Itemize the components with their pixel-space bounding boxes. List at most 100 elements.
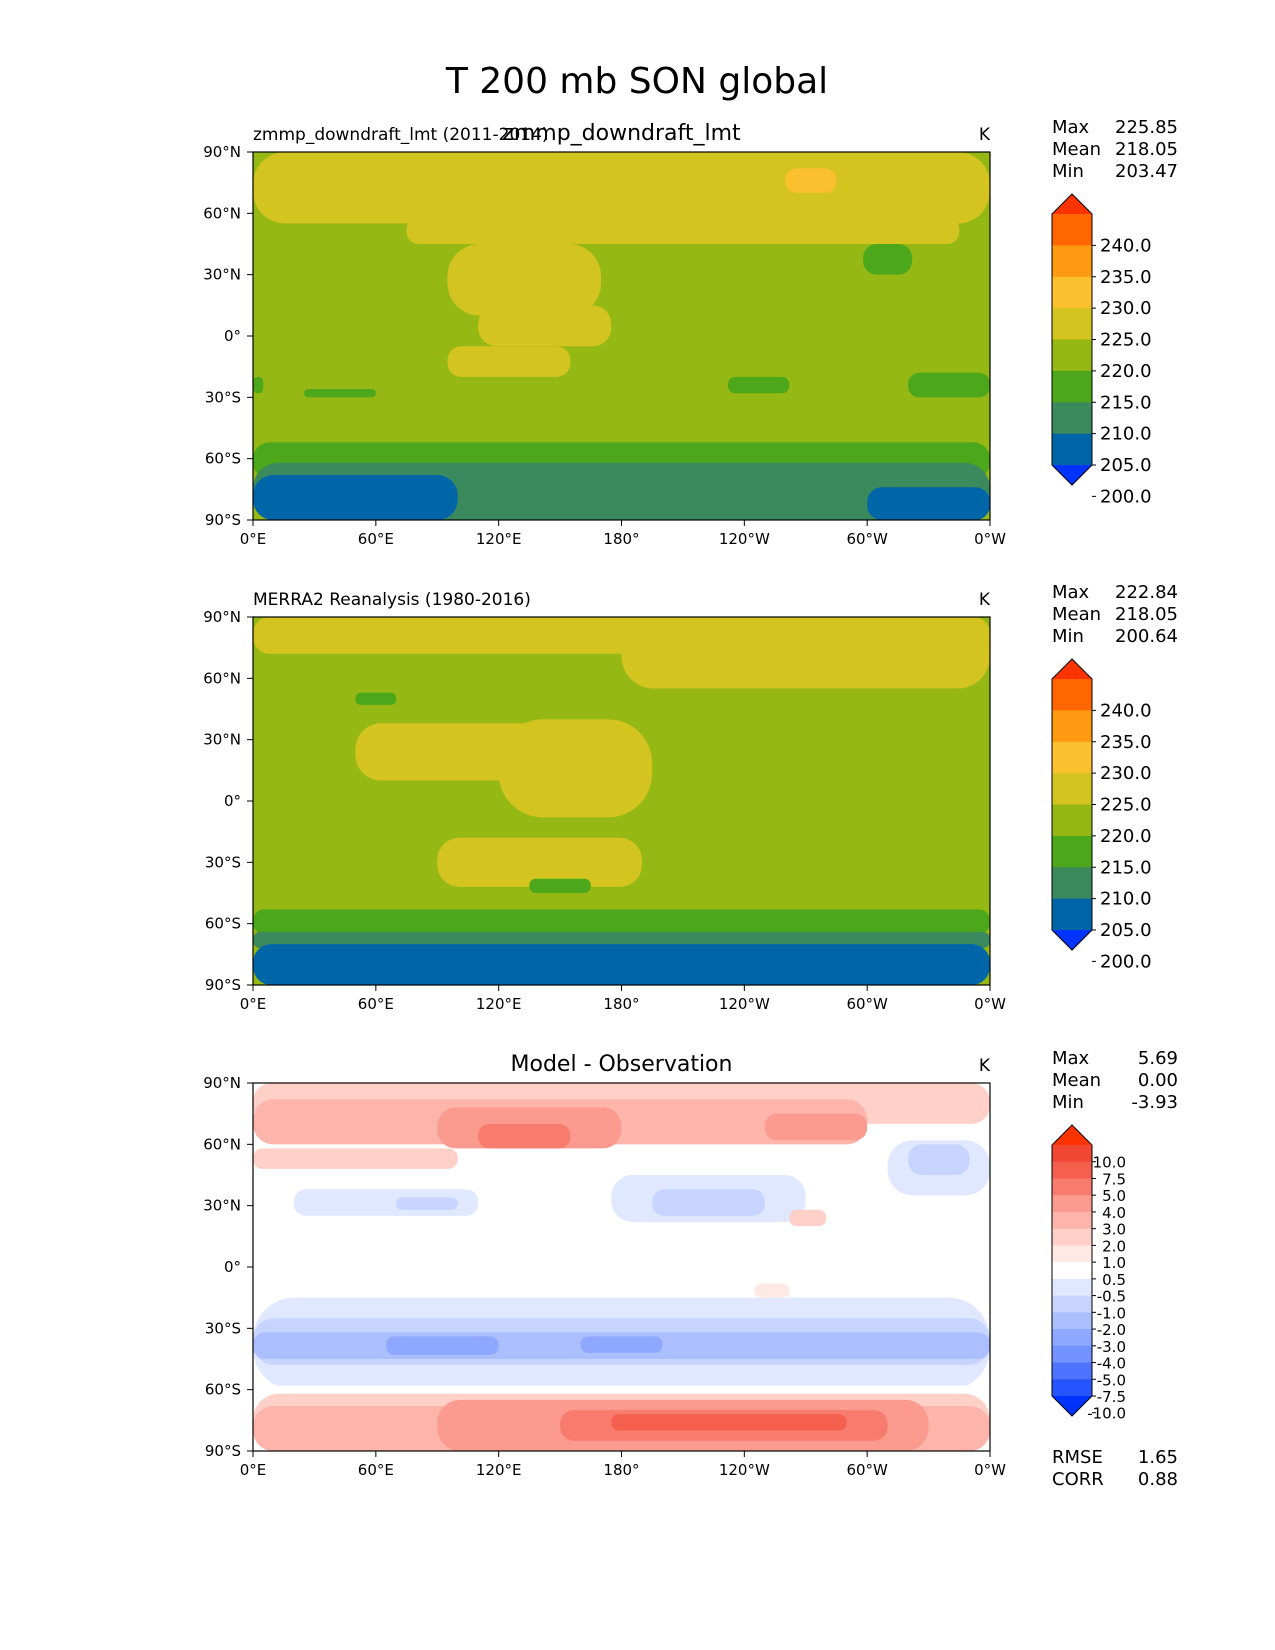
colorbar-tick-label: 3.0: [1102, 1221, 1126, 1239]
colorbar-extend-max: [1052, 1125, 1092, 1145]
x-tick-label: 60°W: [846, 995, 888, 1013]
colorbar-band: [1052, 1161, 1092, 1179]
field-region: [498, 719, 653, 818]
colorbar-tick-label: 240.0: [1100, 235, 1152, 256]
field-region: [406, 217, 960, 244]
colorbar-tick-label: -7.5: [1097, 1388, 1126, 1406]
field-region: [253, 152, 990, 224]
colorbar-tick-label: 225.0: [1100, 795, 1152, 816]
colorbar-tick-label: 205.0: [1100, 920, 1152, 941]
metric-value: 0.88: [1138, 1469, 1178, 1490]
y-tick-label: 60°S: [205, 915, 241, 933]
field-region: [764, 1113, 868, 1141]
colorbar-band: [1052, 339, 1092, 372]
y-tick-label: 90°S: [205, 511, 241, 529]
panel-observation: 0°E 60°E 120°E 180° 120°W 60°W 0°W 90°N 60°N 30°N…: [203, 582, 1178, 1013]
panel-difference: 0°E 60°E 120°E 180° 120°W 60°W 0°W 90°N 60°N 30°N…: [203, 1048, 1178, 1490]
field-region: [253, 1148, 458, 1169]
field-region: [580, 1336, 663, 1353]
stat-label: Min: [1052, 161, 1084, 182]
colorbar-tick-label: 220.0: [1100, 361, 1152, 382]
field-region: [727, 376, 790, 394]
figure-title: T 200 mb SON global: [445, 61, 828, 102]
y-tick-label: 90°S: [205, 1442, 241, 1460]
colorbar-band: [1052, 1195, 1092, 1213]
y-tick-label: 30°N: [203, 731, 241, 749]
x-tick-label: 60°W: [846, 1461, 888, 1479]
colorbar-band: [1052, 867, 1092, 900]
colorbar-tick-label: -4.0: [1097, 1355, 1126, 1373]
stat-label: Max: [1052, 1048, 1090, 1069]
x-tick-label: 60°E: [358, 530, 394, 548]
x-tick-label: 120°E: [476, 995, 522, 1013]
field-region: [908, 1144, 970, 1175]
colorbar-tick-label: -2.0: [1097, 1321, 1126, 1339]
y-tick-label: 60°N: [203, 669, 241, 687]
units-label: K: [979, 1056, 991, 1076]
x-tick-label: 0°W: [974, 1461, 1006, 1479]
x-tick-label: 180°: [603, 530, 639, 548]
map-field: [253, 1083, 990, 1451]
stat-label: Mean: [1052, 604, 1101, 625]
field-region: [253, 475, 458, 520]
colorbar-band: [1052, 245, 1092, 278]
field-region: [611, 1414, 847, 1431]
colorbar-band: [1052, 433, 1092, 466]
field-region: [621, 617, 990, 689]
colorbar: 10.07.55.04.03.02.01.00.5-0.5-1.0-2.0-3.…: [1051, 1124, 1126, 1423]
colorbar-tick-label: 210.0: [1100, 424, 1152, 445]
panel-model: 0°E 60°E 120°E 180° 120°W 60°W 0°W 90°N 60°N 30°N…: [203, 117, 1178, 548]
x-tick-label: 0°W: [974, 995, 1006, 1013]
field-region: [478, 305, 612, 347]
field-region: [447, 244, 602, 316]
colorbar-band: [1052, 1178, 1092, 1196]
field-region: [529, 878, 591, 893]
panel-title: Model - Observation: [511, 1052, 733, 1077]
colorbar-extend-max: [1052, 194, 1092, 214]
colorbar-tick-label: 210.0: [1100, 889, 1152, 910]
colorbar-tick-label: -5.0: [1097, 1371, 1126, 1389]
colorbar-band: [1052, 1345, 1092, 1364]
colorbar-tick-label: 1.0: [1102, 1254, 1126, 1272]
field-region: [754, 1283, 790, 1298]
x-tick-label: 60°E: [358, 1461, 394, 1479]
colorbar-tick-label: 5.0: [1102, 1187, 1126, 1205]
y-tick-label: 90°N: [203, 608, 241, 626]
stat-label: Mean: [1052, 1070, 1101, 1091]
y-tick-label: 0°: [224, 327, 241, 345]
colorbar-tick-label: 235.0: [1100, 267, 1152, 288]
colorbar-band: [1052, 402, 1092, 435]
colorbar: 240.0 235.0 230.0 225.0 220.0 215.0 210.0 205.0…: [1051, 658, 1152, 972]
y-tick-label: 30°N: [203, 266, 241, 284]
colorbar-band: [1052, 1262, 1092, 1280]
y-tick-label: 30°N: [203, 1197, 241, 1215]
y-tick-label: 90°N: [203, 143, 241, 161]
x-tick-label: 120°E: [476, 1461, 522, 1479]
colorbar-band: [1052, 1245, 1092, 1263]
colorbar-tick-label: -10.0: [1087, 1405, 1126, 1423]
colorbar-band: [1052, 308, 1092, 340]
colorbar-tick-label: 240.0: [1100, 700, 1152, 721]
colorbar-band: [1052, 214, 1092, 246]
colorbar-band: [1052, 773, 1092, 805]
colorbar-extend-min: [1052, 930, 1092, 950]
colorbar-tick-label: 7.5: [1102, 1170, 1126, 1188]
colorbar-tick-label: -1.0: [1097, 1304, 1126, 1322]
stat-label: Max: [1052, 582, 1090, 603]
y-tick-label: 0°: [224, 792, 241, 810]
colorbar-tick-label: 10.0: [1093, 1154, 1126, 1172]
colorbar: 240.0 235.0 230.0 225.0 220.0 215.0 210.0 205.0…: [1051, 193, 1152, 507]
map-field: [253, 617, 990, 985]
panel-subtitle: MERRA2 Reanalysis (1980-2016): [253, 590, 531, 610]
y-tick-label: 0°: [224, 1258, 241, 1276]
stat-label: Mean: [1052, 139, 1101, 160]
x-tick-label: 60°W: [846, 530, 888, 548]
x-tick-label: 60°E: [358, 995, 394, 1013]
stat-value: 5.69: [1138, 1048, 1178, 1069]
metric-value: 1.65: [1138, 1447, 1178, 1468]
field-region: [863, 244, 913, 275]
stat-value: 222.84: [1115, 582, 1178, 603]
stat-label: Max: [1052, 117, 1090, 138]
colorbar-extend-min: [1052, 465, 1092, 485]
field-region: [355, 692, 397, 705]
